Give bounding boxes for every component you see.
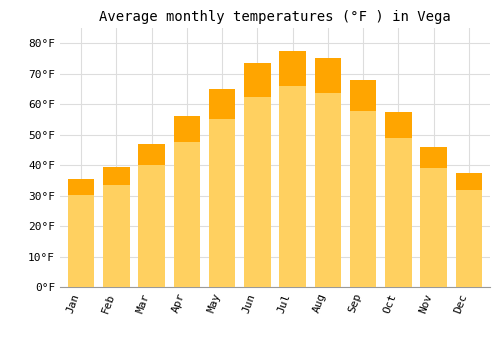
Bar xyxy=(420,147,447,287)
Bar xyxy=(244,63,270,287)
Bar xyxy=(174,116,200,287)
Bar xyxy=(456,173,482,190)
Bar xyxy=(280,51,306,86)
Title: Average monthly temperatures (°F ) in Vega: Average monthly temperatures (°F ) in Ve… xyxy=(99,10,451,24)
Bar xyxy=(314,58,341,93)
Bar xyxy=(456,173,482,287)
Bar xyxy=(209,89,236,119)
Bar xyxy=(244,63,270,97)
Bar xyxy=(350,80,376,111)
Bar xyxy=(68,179,94,287)
Bar xyxy=(103,167,130,185)
Bar xyxy=(314,58,341,287)
Bar xyxy=(174,116,200,142)
Bar xyxy=(420,147,447,168)
Bar xyxy=(280,51,306,287)
Bar xyxy=(385,112,411,287)
Bar xyxy=(138,144,165,287)
Bar xyxy=(350,80,376,287)
Bar xyxy=(209,89,236,287)
Bar xyxy=(138,144,165,165)
Bar xyxy=(68,179,94,195)
Bar xyxy=(385,112,411,138)
Bar xyxy=(103,167,130,287)
